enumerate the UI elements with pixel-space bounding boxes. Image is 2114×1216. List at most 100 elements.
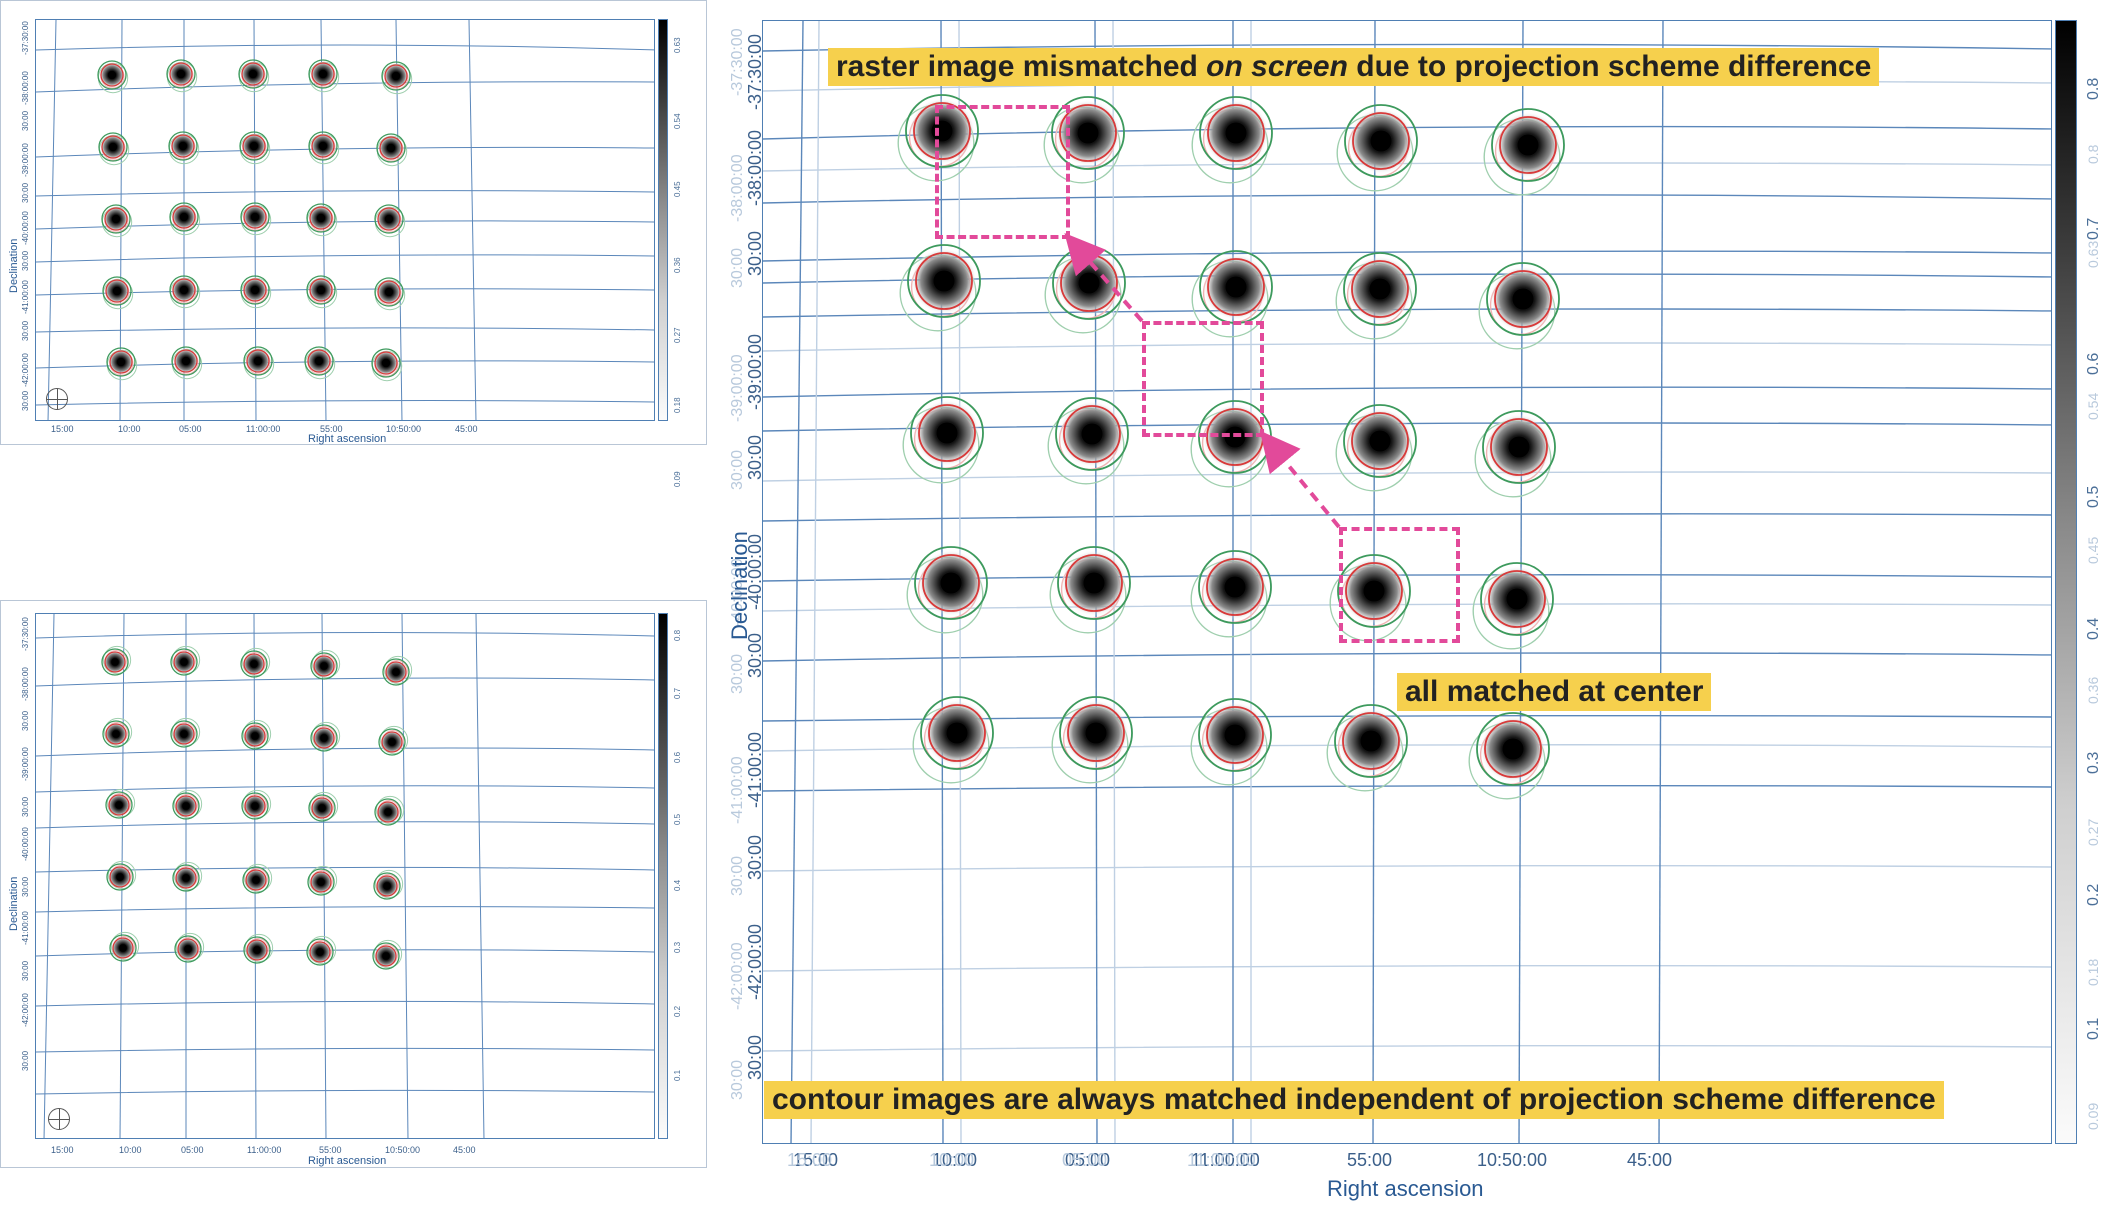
contour-red (1063, 405, 1121, 463)
dec-tick-label-ghost: -39:00:00 (729, 354, 746, 422)
top-left-colorbar (658, 19, 668, 421)
dec-tick-label: 30:00 (21, 960, 30, 981)
source-core (252, 876, 260, 884)
source-core (1085, 722, 1107, 744)
contour-red (376, 875, 398, 897)
contour-red (1488, 570, 1546, 628)
contour-green (306, 938, 334, 966)
contour-red (243, 205, 267, 229)
top-left-plot-area[interactable] (35, 19, 655, 421)
colorbar-tick-label: 0.09 (673, 471, 682, 487)
colorbar-tick-label-ghost: 0.09 (2085, 1102, 2101, 1130)
dec-tick-label: -39:00:00 (21, 747, 30, 781)
contour-red (109, 866, 131, 888)
source-core (1502, 738, 1524, 760)
source-core (384, 808, 392, 816)
contour-red (1499, 116, 1557, 174)
contour-green (310, 652, 338, 680)
contour-red (309, 206, 333, 230)
contour-red (171, 134, 195, 158)
dec-tick-label: -42:00:00 (745, 923, 765, 1000)
dec-tick-label: 30:00 (21, 1050, 30, 1071)
dec-grid-line (763, 194, 2051, 204)
contour-red (1342, 712, 1400, 770)
contour-red (384, 64, 408, 88)
source-blob (170, 717, 201, 748)
colorbar-tick-label: 0.8 (2085, 77, 2102, 100)
contour-red (313, 655, 335, 677)
highlight-box-middle-source (1142, 321, 1264, 437)
source-blob (1051, 696, 1133, 784)
dec-tick-label: 30:00 (745, 230, 765, 276)
source-core (250, 285, 260, 295)
dec-grid-line (763, 386, 2051, 398)
source-core (314, 356, 324, 366)
ra-grid-line (468, 20, 477, 420)
source-core (178, 141, 188, 151)
source-blob (97, 60, 129, 94)
source-core (384, 214, 394, 224)
contour-green (241, 722, 269, 750)
dec-grid-line-ghost (763, 471, 2051, 482)
dec-tick-label-ghost: -41:00:00 (729, 756, 746, 824)
colorbar-tick-label-ghost: 0.54 (2085, 392, 2101, 420)
dec-tick-label: 30:00 (745, 1034, 765, 1080)
contour-green (101, 204, 131, 234)
source-core (936, 422, 958, 444)
main-plot-area[interactable] (762, 20, 2052, 1144)
source-core (107, 70, 117, 80)
colorbar-tick-label: 0.7 (2085, 217, 2102, 240)
contour-green (1337, 554, 1411, 628)
dec-tick-label: -38:00:00 (745, 129, 765, 206)
source-blob (1336, 104, 1418, 192)
ra-tick-label: 11:00:00 (247, 1145, 282, 1155)
colorbar-tick-label: 0.54 (673, 113, 682, 129)
contour-green (169, 275, 199, 305)
source-core (940, 572, 962, 594)
contour-green (374, 798, 402, 826)
source-core (318, 141, 328, 151)
ra-tick-label: 10:50:00 (385, 1145, 421, 1155)
contour-red (100, 63, 124, 87)
contour-green (308, 131, 338, 161)
source-blob (310, 721, 341, 752)
ra-tick-label: 11:00:00 (1191, 1150, 1260, 1170)
contour-green (240, 650, 268, 678)
contour-red (112, 937, 134, 959)
ra-tick-label: 55:00 (319, 1145, 342, 1155)
source-blob (1326, 704, 1408, 792)
contour-red (104, 651, 126, 673)
dec-grid-line-ghost (763, 864, 2051, 872)
contour-red (928, 704, 986, 762)
source-core (119, 944, 127, 952)
colorbar-tick-label: 0.4 (673, 879, 682, 891)
contour-green (1343, 252, 1417, 326)
contour-red (1067, 704, 1125, 762)
main-colorbar (2055, 20, 2077, 1144)
main-xlabel: Right ascension (1327, 1176, 1484, 1201)
bottom-left-plot-area[interactable] (35, 613, 655, 1139)
contour-green (1057, 546, 1131, 620)
contour-red (311, 134, 335, 158)
ra-grid-line (790, 21, 804, 1143)
ra-tick-label: 55:00 (1347, 1150, 1393, 1170)
contour-red (1206, 558, 1264, 616)
source-core (316, 213, 326, 223)
dec-grid-line (36, 631, 654, 639)
source-core (249, 141, 259, 151)
contour-red (105, 723, 127, 745)
contour-red (1207, 104, 1265, 162)
source-blob (378, 725, 409, 756)
contour-green (1055, 397, 1129, 471)
contour-green (378, 728, 406, 756)
contour-red (174, 349, 198, 373)
colorbar-tick-label: 0.1 (2085, 1017, 2102, 1040)
source-core (1506, 588, 1528, 610)
source-blob (1329, 554, 1411, 642)
dec-tick-label: 30:00 (21, 390, 30, 411)
source-core (180, 730, 188, 738)
source-blob (1043, 96, 1125, 184)
dec-grid-line (36, 677, 654, 687)
dec-tick-label-ghost: 30:00 (729, 1059, 746, 1100)
dec-grid-line (763, 43, 2051, 52)
